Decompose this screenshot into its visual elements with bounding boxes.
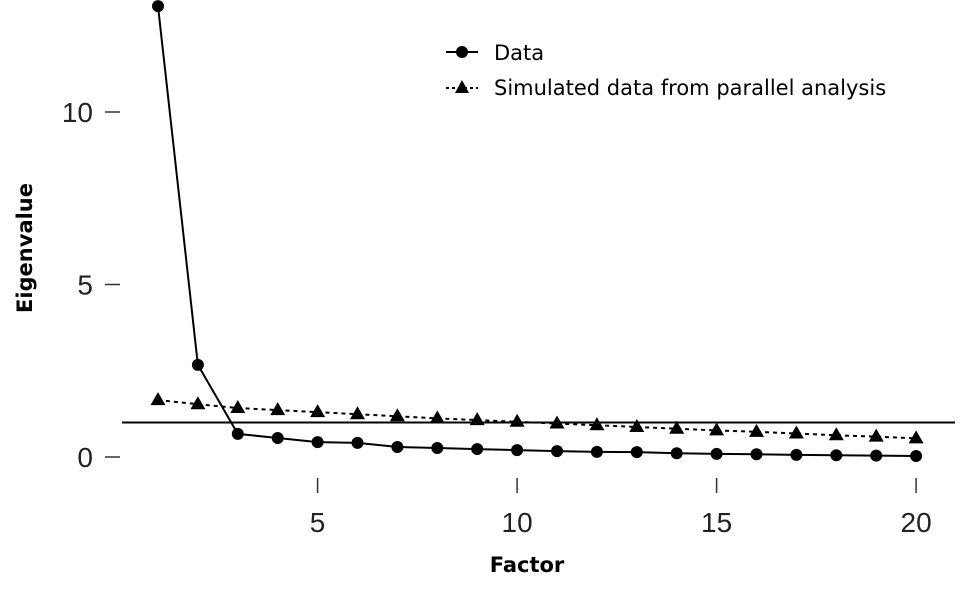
data-point <box>471 443 484 456</box>
simulated-point <box>868 428 884 442</box>
legend-simulated-label: Simulated data from parallel analysis <box>494 76 886 100</box>
simulated-point <box>749 423 764 437</box>
data-point <box>311 436 324 449</box>
x-tick-label: 15 <box>701 507 732 538</box>
data-point <box>231 427 244 440</box>
simulated-point <box>629 418 645 432</box>
simulated-point <box>230 400 246 414</box>
simulated-point <box>549 415 565 429</box>
y-tick-label: 10 <box>62 97 93 128</box>
simulated-point <box>150 392 166 406</box>
legend-data-marker <box>456 46 468 58</box>
simulated-point <box>190 396 206 410</box>
simulated-point <box>509 413 525 427</box>
data-point <box>191 358 204 371</box>
data-point <box>431 442 444 455</box>
simulated-point <box>788 425 804 439</box>
simulated-point <box>709 422 725 436</box>
x-axis-label: Factor <box>490 553 565 577</box>
x-tick-label: 5 <box>310 507 326 538</box>
simulated-point <box>469 412 485 426</box>
simulated-point <box>908 430 924 444</box>
data-point <box>271 432 284 445</box>
data-point <box>710 447 723 460</box>
data-point <box>391 440 404 453</box>
legend: Data Simulated data from parallel analys… <box>446 41 886 100</box>
simulated-point <box>669 420 685 434</box>
legend-simulated-marker <box>455 80 469 93</box>
simulated-point <box>389 408 405 422</box>
y-axis-label: Eigenvalue <box>13 183 37 313</box>
data-series-line <box>157 5 917 457</box>
data-point <box>750 448 763 461</box>
y-tick-label: 0 <box>77 442 93 473</box>
simulated-point <box>589 417 605 431</box>
x-axis: 5 10 15 20 <box>310 478 932 538</box>
simulated-point <box>310 404 326 418</box>
x-tick-label: 10 <box>502 507 533 538</box>
simulated-point <box>270 402 286 416</box>
data-point <box>152 0 164 13</box>
y-axis: 0 5 10 <box>62 97 120 473</box>
x-tick-label: 20 <box>901 507 932 538</box>
data-point <box>830 449 843 462</box>
data-point <box>870 449 883 462</box>
data-point <box>670 447 683 460</box>
data-point <box>790 448 803 461</box>
simulated-series-line <box>157 399 917 440</box>
plot-area <box>150 0 924 462</box>
data-point <box>511 444 524 457</box>
legend-data-label: Data <box>494 41 544 65</box>
y-tick-label: 5 <box>77 270 93 301</box>
data-point <box>551 445 563 458</box>
data-point <box>630 446 643 459</box>
data-point <box>910 449 923 462</box>
simulated-point <box>350 406 365 420</box>
data-point <box>351 436 364 449</box>
simulated-point <box>828 427 844 441</box>
simulated-point <box>429 410 445 424</box>
data-point <box>590 445 603 458</box>
